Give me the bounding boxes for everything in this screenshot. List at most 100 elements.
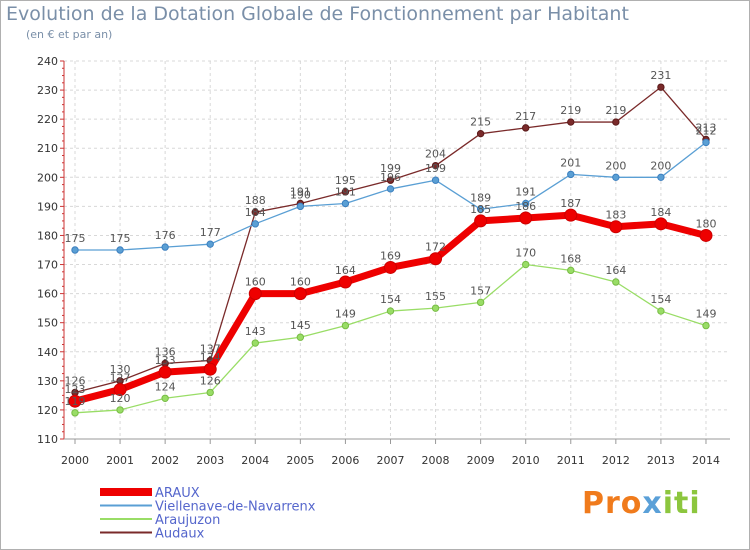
data-label: 130 [110, 363, 131, 376]
data-point [567, 170, 575, 179]
x-tick-label: 2012 [602, 454, 630, 467]
data-point [612, 118, 620, 126]
data-point [657, 173, 665, 182]
data-label: 119 [65, 395, 86, 408]
data-label: 195 [335, 174, 356, 187]
data-point [702, 321, 710, 330]
data-label: 154 [380, 293, 401, 306]
data-label: 145 [290, 319, 311, 332]
data-label: 172 [425, 241, 446, 254]
data-label: 213 [695, 122, 716, 135]
x-tick-label: 2013 [647, 454, 675, 467]
data-point [522, 124, 530, 132]
y-tick-label: 130 [37, 375, 58, 388]
data-label: 200 [605, 159, 626, 172]
x-tick-label: 2001 [106, 454, 134, 467]
legend-label: Audaux [155, 527, 205, 542]
data-label: 191 [515, 185, 536, 198]
data-point [657, 83, 665, 91]
data-point [158, 365, 172, 379]
data-point [116, 406, 124, 414]
data-point [474, 214, 488, 228]
y-tick-label: 190 [37, 200, 58, 213]
data-point [612, 278, 620, 286]
y-tick-label: 120 [37, 404, 58, 417]
data-label: 137 [200, 342, 221, 355]
data-point [341, 199, 350, 208]
data-label: 170 [515, 247, 536, 260]
logo-part-2: x [642, 486, 663, 521]
data-label: 175 [110, 232, 131, 245]
data-label: 136 [155, 345, 176, 358]
data-point [71, 246, 79, 254]
x-tick-label: 2000 [61, 454, 89, 467]
y-tick-label: 210 [37, 142, 58, 155]
y-tick-label: 180 [37, 229, 58, 242]
data-point [386, 307, 395, 315]
data-label: 143 [245, 325, 266, 338]
data-label: 201 [560, 156, 581, 169]
data-point [612, 173, 620, 182]
data-point [567, 266, 575, 275]
chart-title: Evolution de la Dotation Globale de Fonc… [6, 3, 629, 25]
data-label: 124 [155, 380, 176, 393]
data-point [296, 202, 305, 211]
data-label: 149 [335, 308, 356, 321]
data-point [203, 362, 217, 376]
data-point [248, 287, 262, 301]
data-point [476, 298, 485, 307]
data-label: 204 [425, 148, 446, 161]
data-label: 175 [65, 232, 86, 245]
data-point [522, 199, 530, 208]
y-axis-ticks: 110 120 130 140 150 160 170 180 190 200 210 220 230 2… [37, 55, 58, 446]
x-tick-label: 2004 [241, 454, 269, 467]
data-label: 126 [65, 374, 86, 387]
data-point [296, 333, 305, 341]
data-label: 157 [470, 284, 491, 297]
data-label: 176 [155, 229, 176, 242]
data-label: 199 [380, 162, 401, 175]
data-label: 169 [380, 249, 401, 262]
data-point [383, 260, 397, 274]
x-tick-label: 2003 [196, 454, 224, 467]
x-axis-ticks: 2000 2001 2002 2003 2004 2005 2006 2007 2008 2009… [61, 454, 720, 467]
data-label: 155 [425, 290, 446, 303]
data-label: 215 [470, 116, 491, 129]
data-label: 184 [650, 206, 671, 219]
data-point [68, 394, 82, 408]
data-point [386, 185, 395, 193]
data-point [161, 243, 169, 251]
data-label: 219 [605, 104, 626, 117]
data-point [161, 394, 169, 402]
x-tick-label: 2009 [467, 454, 495, 467]
chart-subtitle: (en € et par an) [26, 28, 113, 41]
data-label: 231 [650, 69, 671, 82]
x-tick-label: 2008 [422, 454, 450, 467]
axes [60, 60, 730, 444]
series-lines [68, 83, 713, 417]
data-point [431, 161, 440, 170]
data-point [431, 176, 440, 184]
data-label: 149 [695, 308, 716, 321]
data-point [429, 252, 443, 266]
data-label: 188 [245, 194, 266, 207]
data-point [116, 246, 124, 254]
data-point [567, 118, 575, 126]
y-tick-label: 160 [37, 288, 58, 301]
data-point [431, 304, 440, 312]
data-label: 134 [200, 351, 221, 364]
data-label: 219 [560, 104, 581, 117]
data-label: 200 [650, 159, 671, 172]
data-point [386, 176, 395, 184]
data-label: 180 [695, 217, 716, 230]
data-label: 185 [470, 203, 491, 216]
data-point [251, 220, 259, 228]
data-label: 154 [650, 293, 671, 306]
data-label: 168 [560, 252, 581, 265]
x-tick-label: 2006 [331, 454, 359, 467]
data-point [476, 205, 485, 213]
logo-part-3: iti [662, 486, 701, 521]
data-point [71, 409, 79, 417]
data-label: 133 [155, 354, 176, 367]
